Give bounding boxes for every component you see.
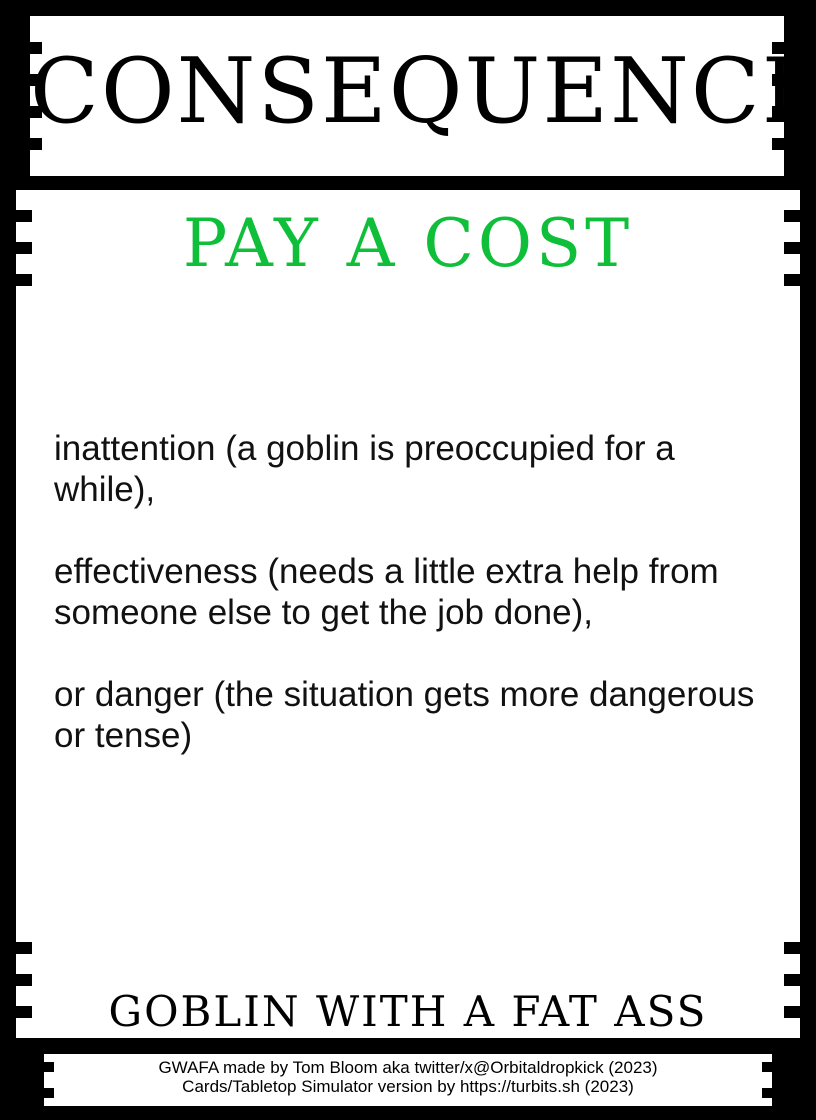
frame-notch <box>772 106 784 118</box>
description-paragraph: effectiveness (needs a little extra help… <box>54 552 719 632</box>
description-paragraph: or danger (the situation gets more dange… <box>54 675 755 755</box>
credits-line: GWAFA made by Tom Bloom aka twitter/x@Or… <box>158 1058 658 1077</box>
credits: GWAFA made by Tom Bloom aka twitter/x@Or… <box>44 1058 772 1096</box>
card-header: CONSEQUENCE <box>30 16 816 176</box>
frame-notch <box>16 1006 32 1018</box>
frame-notch <box>16 974 32 986</box>
frame-notch <box>762 1062 772 1072</box>
frame-notch <box>30 106 42 118</box>
frame-notch <box>30 138 42 150</box>
card-body: PAY A COST inattention (a goblin is preo… <box>16 190 800 1038</box>
frame-notch <box>762 1088 772 1098</box>
frame-notch <box>30 42 42 54</box>
frame-notch <box>16 942 32 954</box>
frame-notch <box>784 274 800 286</box>
frame-notch <box>784 1006 800 1018</box>
frame-notch <box>784 942 800 954</box>
credits-line: Cards/Tabletop Simulator version by http… <box>182 1077 634 1096</box>
frame-notch <box>44 1062 54 1072</box>
frame-notch <box>16 274 32 286</box>
frame-notch <box>784 974 800 986</box>
frame-notch <box>16 242 32 254</box>
frame-notch <box>772 42 784 54</box>
frame-notch <box>784 242 800 254</box>
frame-notch <box>784 210 800 222</box>
frame-notch <box>772 138 784 150</box>
card-footer: GWAFA made by Tom Bloom aka twitter/x@Or… <box>44 1054 772 1106</box>
card-description: inattention (a goblin is preoccupied for… <box>54 428 784 756</box>
frame-notch <box>30 74 42 86</box>
description-paragraph: inattention (a goblin is preoccupied for… <box>54 429 675 509</box>
game-name: GOBLIN WITH A FAT ASS <box>108 987 708 1036</box>
frame-notch <box>44 1088 54 1098</box>
frame-notch <box>16 210 32 222</box>
card-title: PAY A COST <box>182 205 634 282</box>
frame-notch <box>772 74 784 86</box>
card-category-title: CONSEQUENCE <box>30 39 816 144</box>
